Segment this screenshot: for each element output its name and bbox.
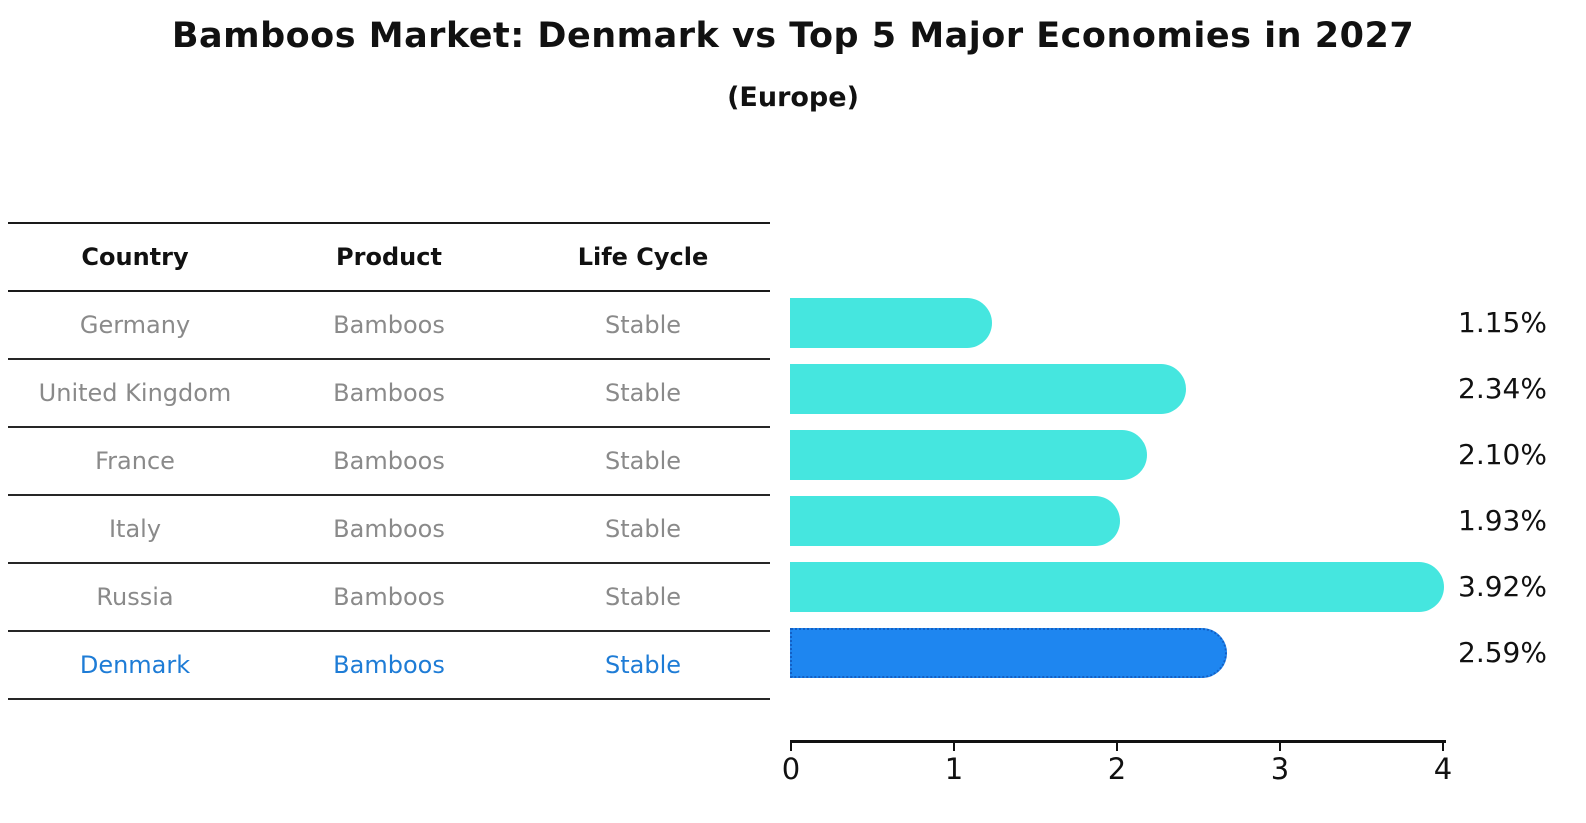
cell-country: France — [95, 447, 175, 475]
cell-product: Bamboos — [333, 583, 445, 611]
table-row-france: France Bamboos Stable — [8, 428, 770, 496]
table-body: Germany Bamboos Stable United Kingdom Bamboo… — [8, 292, 770, 700]
x-axis-tick-0 — [790, 742, 792, 751]
x-axis-tick-label-4: 4 — [1433, 752, 1453, 786]
table-header-product: Product — [336, 243, 442, 271]
table-row-united-kingdom: United Kingdom Bamboos Stable — [8, 360, 770, 428]
cell-product: Bamboos — [333, 379, 445, 407]
value-label-italy: 1.93% — [1458, 504, 1547, 537]
bar-united-kingdom — [790, 364, 1186, 414]
bar-russia — [790, 562, 1444, 612]
x-axis-tick-1 — [953, 742, 955, 751]
value-label-germany: 1.15% — [1458, 306, 1547, 339]
bar-germany — [790, 298, 992, 348]
value-label-denmark: 2.59% — [1458, 636, 1547, 669]
cell-life-cycle: Stable — [604, 583, 682, 611]
x-axis-tick-label-1: 1 — [944, 752, 964, 786]
x-axis-tick-label-0: 0 — [781, 752, 801, 786]
bar-france — [790, 430, 1147, 480]
cell-product: Bamboos — [333, 311, 445, 339]
x-axis-tick-2 — [1116, 742, 1118, 751]
cell-life-cycle: Stable — [604, 515, 682, 543]
x-axis-tick-3 — [1279, 742, 1281, 751]
cell-country: Germany — [79, 311, 191, 339]
x-axis-tick-label-3: 3 — [1270, 752, 1290, 786]
cell-country: United Kingdom — [38, 379, 232, 407]
table-row-russia: Russia Bamboos Stable — [8, 564, 770, 632]
bar-denmark — [790, 628, 1227, 678]
value-label-russia: 3.92% — [1458, 570, 1547, 603]
cell-product: Bamboos — [333, 447, 445, 475]
table-header-life-cycle: Life Cycle — [577, 243, 709, 271]
chart-subtitle: (Europe) — [727, 82, 859, 113]
chart-title: Bamboos Market: Denmark vs Top 5 Major E… — [171, 16, 1415, 56]
cell-life-cycle: Stable — [604, 447, 682, 475]
value-label-united-kingdom: 2.34% — [1458, 372, 1547, 405]
x-axis-tick-label-2: 2 — [1107, 752, 1127, 786]
x-axis-line — [790, 740, 1446, 743]
table-header-row: Country Product Life Cycle — [8, 224, 770, 292]
cell-product: Bamboos — [333, 515, 445, 543]
cell-life-cycle: Stable — [604, 651, 682, 679]
bar-italy — [790, 496, 1120, 546]
table-header-country: Country — [81, 243, 189, 271]
cell-country: Denmark — [79, 651, 191, 679]
cell-life-cycle: Stable — [604, 379, 682, 407]
table-row-italy: Italy Bamboos Stable — [8, 496, 770, 564]
cell-product: Bamboos — [333, 651, 445, 679]
cell-country: Italy — [108, 515, 162, 543]
cell-country: Russia — [96, 583, 174, 611]
country-table: Country Product Life Cycle Germany Bamboo… — [8, 222, 770, 700]
cell-life-cycle: Stable — [604, 311, 682, 339]
value-label-france: 2.10% — [1458, 438, 1547, 471]
table-row-denmark: Denmark Bamboos Stable — [8, 632, 770, 700]
x-axis-tick-4 — [1442, 742, 1444, 751]
table-row-germany: Germany Bamboos Stable — [8, 292, 770, 360]
